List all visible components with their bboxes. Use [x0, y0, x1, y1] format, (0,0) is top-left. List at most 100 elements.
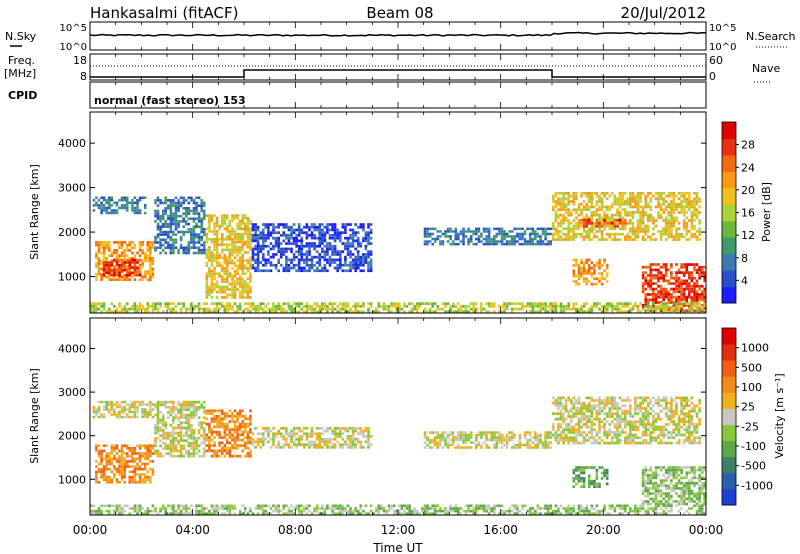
power-cell	[595, 302, 599, 305]
velocity-cell	[161, 454, 165, 458]
power-cell	[187, 251, 191, 255]
power-cell	[310, 305, 314, 308]
power-cell	[567, 194, 570, 198]
power-cell	[190, 235, 193, 239]
power-cell	[272, 228, 275, 232]
power-cell	[315, 261, 319, 264]
power-cell	[641, 284, 645, 288]
velocity-cell	[351, 440, 355, 444]
power-cell	[364, 253, 368, 256]
power-cell	[156, 204, 160, 207]
power-cell	[590, 224, 594, 228]
power-cell	[200, 225, 203, 228]
velocity-cell	[536, 443, 540, 447]
velocity-cell	[238, 444, 242, 447]
velocity-cell	[100, 400, 103, 404]
power-cell	[670, 307, 673, 311]
power-cell	[238, 264, 242, 267]
velocity-cell	[141, 467, 144, 471]
power-cell	[670, 295, 673, 299]
velocity-cell	[149, 478, 152, 481]
velocity-cell	[313, 440, 316, 444]
power-cell	[595, 208, 599, 211]
velocity-cell	[264, 437, 268, 441]
power-cell	[210, 259, 214, 262]
velocity-cell	[462, 436, 465, 439]
velocity-cell	[115, 457, 119, 461]
power-cell	[572, 200, 576, 203]
power-cell	[534, 232, 537, 236]
velocity-cell	[131, 403, 134, 406]
velocity-cell	[110, 470, 114, 474]
power-cell	[120, 243, 124, 247]
power-cell	[202, 251, 206, 255]
power-cell	[582, 272, 586, 275]
power-cell	[652, 227, 655, 231]
velocity-cell	[475, 438, 478, 442]
power-cell	[552, 221, 555, 225]
power-cell	[331, 258, 334, 262]
velocity-cell	[138, 403, 142, 406]
power-cell	[187, 207, 191, 210]
velocity-cell	[195, 447, 198, 450]
velocity-cell	[231, 436, 234, 439]
power-cell	[102, 263, 106, 267]
velocity-cell	[367, 443, 370, 446]
velocity-cell	[151, 415, 155, 419]
velocity-cell	[185, 452, 188, 455]
power-cell	[369, 253, 373, 256]
power-cell	[647, 227, 650, 231]
power-cell	[582, 280, 586, 283]
power-colorbar-swatch	[722, 122, 736, 139]
power-cell	[510, 242, 514, 246]
power-cell	[297, 261, 301, 264]
power-cell	[685, 197, 689, 201]
power-cell	[133, 265, 137, 268]
power-cell	[670, 211, 673, 214]
power-cell	[549, 242, 552, 246]
power-cell	[690, 235, 694, 239]
power-cell	[631, 194, 635, 198]
velocity-cell	[146, 447, 150, 450]
power-cell	[238, 251, 242, 254]
velocity-cell	[120, 457, 124, 461]
power-cell	[233, 214, 237, 217]
power-cell	[182, 251, 185, 255]
power-cell	[328, 242, 332, 245]
power-cell	[498, 240, 501, 243]
power-cell	[244, 285, 247, 289]
velocity-cell	[215, 449, 219, 453]
velocity-cell	[226, 433, 229, 437]
power-cell	[567, 219, 570, 222]
velocity-cell	[200, 454, 203, 458]
power-cell	[593, 211, 596, 214]
power-cell	[641, 238, 645, 241]
velocity-cell	[254, 427, 257, 430]
power-cell	[695, 309, 699, 313]
power-cell	[313, 236, 316, 240]
power-cell	[629, 307, 632, 311]
power-cell	[613, 224, 617, 228]
power-cell	[241, 232, 244, 236]
power-cell	[292, 255, 296, 259]
velocity-cell	[238, 454, 242, 458]
velocity-cell	[95, 444, 98, 447]
power-cell	[549, 307, 552, 311]
power-cell	[172, 243, 175, 247]
velocity-cell	[231, 433, 234, 437]
velocity-cell	[451, 443, 455, 447]
velocity-cell	[292, 432, 296, 436]
power-cell	[192, 199, 196, 202]
power-cell	[236, 224, 239, 228]
velocity-cell	[120, 415, 124, 419]
power-cell	[570, 238, 573, 241]
velocity-cell	[487, 438, 491, 442]
velocity-cell	[202, 436, 206, 440]
power-cell	[179, 238, 183, 242]
power-cell	[364, 236, 368, 240]
power-cell	[451, 230, 455, 233]
power-cell	[213, 248, 216, 252]
velocity-cell	[179, 447, 183, 450]
power-cell	[218, 253, 221, 257]
power-cell	[677, 202, 681, 206]
